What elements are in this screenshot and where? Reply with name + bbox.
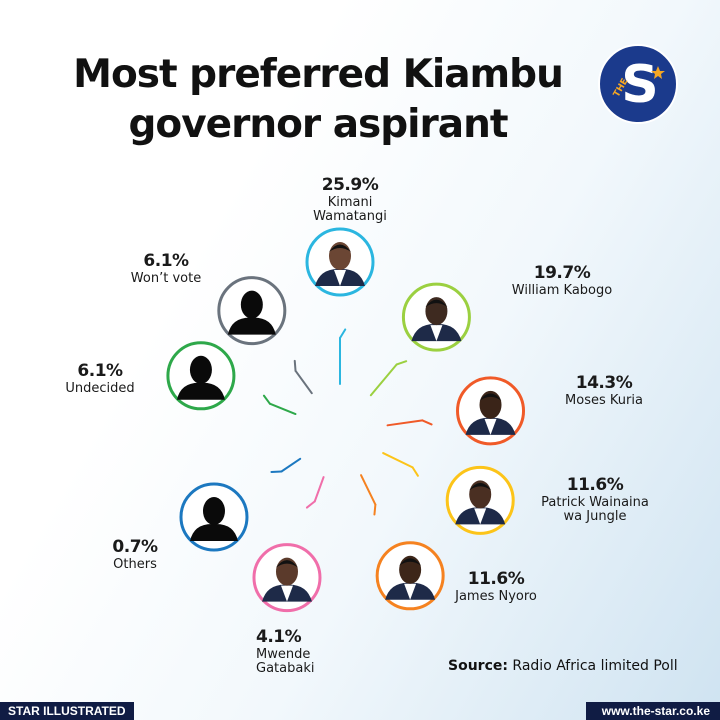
candidate-photo [375, 541, 445, 611]
source-label: Source: [448, 658, 508, 674]
item-label: 19.7% William Kabogo [502, 263, 622, 298]
title-line-2: governor aspirant [128, 102, 509, 147]
source-text: Radio Africa limited Poll [507, 658, 678, 674]
candidate-photo [401, 282, 471, 352]
item-label: 14.3% Moses Kuria [554, 373, 654, 408]
spoke-7 [268, 402, 297, 416]
data-label: 6.1% [77, 361, 123, 381]
candidate-name: Undecided [65, 380, 135, 396]
item-label: 11.6% James Nyoro [436, 569, 556, 604]
candidate-name: James Nyoro [455, 588, 537, 604]
data-label: 11.6% [467, 569, 525, 589]
spoke-1 [369, 363, 398, 397]
data-label: 6.1% [143, 251, 189, 271]
candidate-name: William Kabogo [511, 282, 613, 298]
spoke-tick-7 [262, 394, 271, 405]
spoke-3 [382, 452, 414, 469]
spoke-tick-4 [373, 503, 377, 516]
data-label: 25.9% [321, 175, 379, 195]
footer-credit: STAR ILLUSTRATED [0, 702, 134, 720]
data-label: 19.7% [533, 263, 591, 283]
silhouette-icon [166, 341, 236, 411]
spoke-tick-3 [411, 466, 419, 477]
spoke-8 [294, 369, 313, 395]
source-note: Source: Radio Africa limited Poll [448, 658, 678, 674]
silhouette-icon [179, 482, 249, 552]
silhouette-icon [217, 276, 287, 346]
svg-text:S: S [621, 55, 658, 115]
spoke-2 [386, 419, 424, 427]
spoke-tick-5 [305, 500, 316, 509]
candidate-name: Mwende Gatabaki [256, 646, 315, 677]
spoke-tick-8 [293, 359, 297, 372]
candidate-name: Kimani Wamatangi [313, 194, 387, 225]
item-label: 6.1% Won’t vote [106, 251, 226, 286]
data-label: 4.1% [256, 627, 302, 647]
data-label: 14.3% [575, 373, 633, 393]
candidate-name: Patrick Wainaina wa Jungle [541, 494, 649, 525]
item-label: 25.9% Kimani Wamatangi [290, 175, 410, 225]
data-label: 0.7% [112, 537, 158, 557]
spoke-tick-2 [421, 419, 433, 426]
page-title: Most preferred Kiambu governor aspirant [38, 50, 598, 150]
data-label: 11.6% [566, 475, 624, 495]
candidate-photo [252, 543, 322, 613]
candidate-name: Others [113, 556, 157, 572]
item-label: 11.6% Patrick Wainaina wa Jungle [536, 475, 654, 525]
candidate-name: Won’t vote [130, 270, 202, 286]
item-label: 0.7% Others [80, 537, 190, 572]
item-label: 4.1% Mwende Gatabaki [256, 627, 366, 677]
candidate-photo [305, 227, 375, 297]
candidate-photo [445, 465, 515, 535]
spoke-tick-0 [339, 328, 347, 339]
candidate-name: Moses Kuria [565, 392, 643, 408]
footer-website[interactable]: www.the-star.co.ke [585, 702, 720, 720]
spoke-5 [313, 476, 325, 503]
spoke-6 [280, 457, 302, 473]
title-line-1: Most preferred Kiambu [73, 52, 564, 97]
spoke-tick-1 [395, 360, 408, 366]
the-star-logo: S THE [598, 44, 678, 124]
item-label: 6.1% Undecided [50, 361, 150, 396]
candidate-photo [456, 376, 526, 446]
spoke-4 [360, 474, 377, 506]
